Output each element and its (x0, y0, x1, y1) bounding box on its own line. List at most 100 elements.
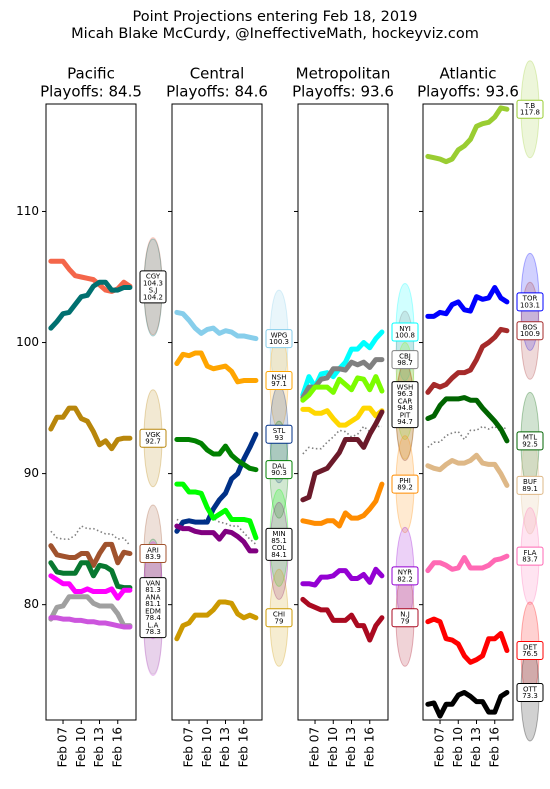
label-box (265, 608, 293, 628)
x-tick-label: Feb 13 (92, 727, 106, 767)
series-line (48, 541, 133, 568)
series-line (174, 350, 259, 385)
team-label: TOR (522, 295, 538, 303)
panel-title: Pacific (67, 65, 115, 83)
label-box (516, 321, 544, 341)
plot-lines (48, 258, 133, 630)
label-box (139, 270, 167, 304)
series-line (425, 553, 510, 574)
label-box (139, 428, 167, 448)
x-tick-label: Feb 10 (74, 727, 88, 767)
label-box (265, 424, 293, 444)
team-projection: 84.1 (271, 551, 287, 559)
series-line (174, 437, 259, 473)
panel-title: Atlantic (439, 65, 496, 83)
team-projection: 78.4 (145, 614, 161, 622)
series-line (300, 374, 385, 403)
label-box (516, 641, 544, 661)
team-projection: 97.1 (271, 380, 287, 388)
panel-subtitle: Playoffs: 84.5 (40, 83, 142, 101)
series-line (48, 615, 133, 630)
y-tick-label: 110 (16, 204, 39, 218)
cutoff-line (427, 425, 508, 448)
x-tick-label: Feb 10 (200, 727, 214, 767)
panel-subtitle: Playoffs: 93.6 (292, 83, 394, 101)
team-projection: 104.2 (143, 293, 163, 301)
plot-frame (45, 103, 137, 721)
team-label: COL (272, 544, 286, 552)
team-projection: 92.7 (145, 438, 161, 446)
plot-frame (171, 103, 263, 721)
series-line (48, 560, 133, 591)
team-projection: 100.3 (269, 338, 289, 346)
team-label: CGY (146, 273, 161, 281)
x-tick-label: Feb 16 (110, 727, 124, 767)
label-box (516, 475, 544, 495)
panel-title: Metropolitan (296, 65, 391, 83)
team-projection: 83.7 (522, 556, 538, 564)
team-label: DAL (272, 462, 286, 470)
label-box (516, 546, 544, 566)
y-tick-label: 100 (16, 335, 39, 349)
plot-lines (300, 329, 385, 643)
team-projection: 82.2 (397, 575, 413, 583)
label-box (139, 544, 167, 564)
team-label: CAR (398, 397, 413, 405)
team-projection: 103.1 (520, 301, 540, 309)
team-label: EDM (145, 607, 161, 615)
team-projection: 89.2 (397, 484, 413, 492)
team-label: PIT (400, 411, 411, 419)
team-projection: 79 (401, 617, 410, 625)
label-box (265, 460, 293, 480)
label-box (139, 577, 167, 639)
x-tick-label: Feb 13 (344, 727, 358, 767)
series-line (425, 452, 510, 488)
team-projection: 94.8 (397, 404, 413, 412)
team-projection: 81.3 (145, 586, 161, 594)
series-line (48, 279, 133, 331)
team-projection: 76.5 (522, 650, 538, 658)
team-label: WSH (397, 383, 414, 391)
team-projection: 96.3 (397, 390, 413, 398)
team-label: OTT (523, 685, 538, 693)
series-line (174, 481, 259, 541)
team-label: FLA (524, 549, 537, 557)
team-projection: 117.8 (520, 109, 540, 117)
cutoff-line (50, 525, 131, 547)
plot-frame (422, 103, 514, 721)
chart-title: Point Projections entering Feb 18, 2019 (132, 9, 417, 25)
series-line (300, 596, 385, 643)
plot-frame (297, 103, 389, 721)
label-box (391, 381, 419, 429)
team-label: S.J (149, 287, 158, 295)
team-label: CBJ (399, 352, 411, 360)
plot-lines (174, 309, 259, 642)
x-tick-label: Feb 10 (451, 727, 465, 767)
team-projection: 98.7 (397, 359, 413, 367)
series-line (174, 599, 259, 642)
team-projection: 83.9 (145, 553, 161, 561)
label-box (516, 292, 544, 312)
team-projection: 100.8 (395, 332, 415, 340)
label-box (391, 566, 419, 586)
x-tick-label: Feb 16 (236, 727, 250, 767)
team-projection: 90.3 (271, 469, 287, 477)
team-projection: 78.3 (145, 628, 161, 636)
label-box (391, 350, 419, 370)
series-line (425, 326, 510, 395)
x-tick-label: Feb 16 (487, 727, 501, 767)
series-line (300, 566, 385, 588)
team-label: L.A (148, 621, 159, 629)
team-projection: 93 (275, 434, 284, 442)
series-line (48, 405, 133, 452)
label-box (391, 322, 419, 342)
team-projection: 92.5 (522, 440, 538, 448)
series-line (425, 105, 510, 165)
team-label: NSH (272, 373, 287, 381)
panel-subtitle: Playoffs: 93.6 (417, 83, 519, 101)
panel-title: Central (190, 65, 245, 83)
team-projection: 94.7 (397, 418, 413, 426)
series-line (174, 523, 259, 554)
